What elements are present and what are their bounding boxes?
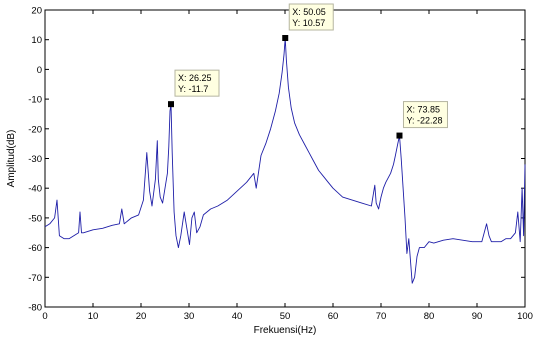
datatip[interactable]: X: 50.05Y: 10.57 (282, 3, 334, 42)
datatip-x-text: X: 50.05 (292, 7, 326, 17)
x-tick-label: 60 (328, 311, 339, 322)
datatip-box (288, 3, 334, 31)
x-axis-label: Frekuensi(Hz) (254, 325, 317, 336)
y-tick-label: -20 (28, 124, 42, 135)
y-tick-label: -30 (28, 154, 42, 165)
x-tick-label: 100 (517, 311, 533, 322)
datatip-marker (396, 132, 403, 139)
y-axis-label: Amplitud(dB) (6, 130, 17, 188)
y-tick-label: -60 (28, 243, 42, 254)
x-tick-label: 80 (424, 311, 435, 322)
x-tick-label: 90 (472, 311, 483, 322)
datatip-y-text: Y: 10.57 (292, 18, 325, 28)
datatips-group: X: 26.25Y: -11.7 X: 50.05Y: 10.57 X: 73.85… (168, 3, 448, 139)
datatip-x-text: X: 73.85 (406, 105, 440, 115)
x-tick-label: 10 (88, 311, 99, 322)
datatip-box (174, 69, 220, 97)
y-tick-label: 20 (31, 6, 42, 17)
x-tick-label: 20 (136, 311, 147, 322)
x-tick-label: 30 (184, 311, 195, 322)
spectrum-series-line (44, 37, 526, 284)
axis-ticks: 0 10 20 30 40 50 60 70 80 90 10020100-10-20-30-40-… (28, 6, 533, 323)
y-tick-label: 10 (31, 35, 42, 46)
x-tick-label: 70 (376, 311, 387, 322)
y-tick-label: 0 (37, 65, 42, 76)
x-tick-label: 40 (232, 311, 243, 322)
spectrum-line-group (44, 37, 526, 284)
datatip-marker (282, 35, 289, 42)
y-tick-label: -50 (28, 213, 42, 224)
datatip[interactable]: X: 26.25Y: -11.7 (168, 69, 220, 108)
y-tick-label: -40 (28, 184, 42, 195)
plot-area (44, 9, 526, 308)
y-tick-label: -70 (28, 273, 42, 284)
y-tick-label: -80 (28, 303, 42, 314)
datatip-y-text: Y: -22.28 (406, 116, 442, 126)
datatip-box (402, 101, 448, 129)
datatip[interactable]: X: 73.85Y: -22.28 (396, 101, 448, 139)
datatip-marker (168, 101, 174, 108)
x-tick-label: 0 (42, 311, 47, 322)
datatip-y-text: Y: -11.7 (178, 84, 208, 94)
y-tick-label: -10 (28, 95, 42, 106)
x-tick-label: 50 (280, 311, 291, 322)
datatip-x-text: X: 26.25 (178, 73, 212, 83)
